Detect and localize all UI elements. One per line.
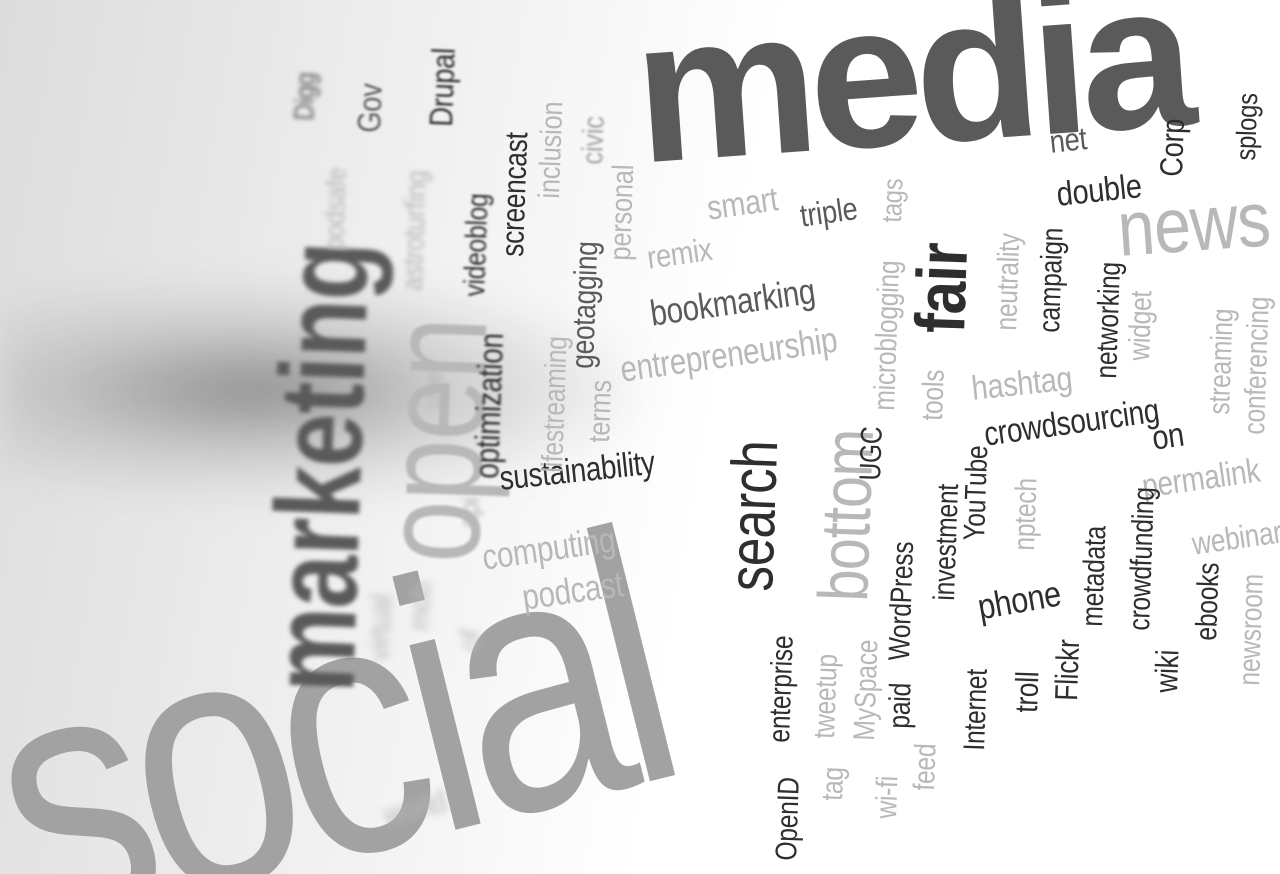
word-use: use: [416, 370, 449, 410]
word-search: search: [714, 439, 792, 593]
word-bookmarking: bookmarking: [647, 269, 818, 334]
word-gov: Gov: [351, 82, 389, 134]
word-neutrality: neutrality: [990, 232, 1027, 332]
word-on: on: [1149, 415, 1187, 458]
word-feed: feed: [908, 743, 943, 792]
word-widget: widget: [1123, 290, 1159, 362]
word-metadata: metadata: [1076, 525, 1113, 628]
word-media: media: [627, 0, 1194, 207]
word-screencast: screencast: [494, 131, 535, 258]
word-digg: Digg: [288, 71, 321, 122]
word-virtual: virtual: [363, 593, 399, 662]
word-openid: OpenID: [770, 776, 806, 862]
word-youtube: YouTube: [958, 445, 995, 542]
word-astroturfing: astroturfing: [396, 169, 434, 292]
word-smart: smart: [704, 180, 781, 228]
word-civic: civic: [576, 115, 611, 166]
word-fair: fair: [901, 241, 983, 335]
word-wifi: wi-fi: [870, 775, 905, 820]
word-personal: personal: [604, 164, 641, 262]
word-tag: tag: [816, 766, 851, 802]
word-conferencing: conferencing: [1238, 296, 1276, 436]
word-webinar: webinar: [1189, 513, 1280, 562]
word-lifestreaming: lifestreaming: [536, 335, 574, 474]
word-double: double: [1054, 167, 1144, 214]
word-net: net: [1047, 120, 1089, 160]
word-nptech: nptech: [1008, 477, 1044, 552]
word-hashtag: hashtag: [969, 359, 1075, 408]
word-inclusion: inclusion: [533, 101, 570, 200]
word-phone: phone: [974, 572, 1064, 628]
word-api: api: [453, 496, 486, 530]
word-wiki: wiki: [1148, 649, 1186, 694]
word-tweetup: tweetup: [808, 653, 844, 740]
word-enterprise: enterprise: [763, 635, 800, 744]
word-podsafe: podsafe: [318, 166, 352, 252]
word-paid: paid: [883, 682, 918, 730]
word-corp: Corp: [1153, 118, 1191, 178]
word-campaign: campaign: [1033, 227, 1070, 334]
word-entrepreneurship: entrepreneurship: [617, 318, 840, 390]
word-flickr: Flickr: [1048, 638, 1087, 702]
word-microblogging: microblogging: [868, 260, 907, 412]
word-wordpress: WordPress: [883, 541, 921, 662]
word-networking: networking: [1090, 261, 1128, 380]
word-ebooks: ebooks: [1190, 562, 1226, 642]
word-drupal: Drupal: [423, 47, 462, 128]
word-of: of: [453, 629, 487, 652]
word-optimization: optimization: [468, 332, 512, 480]
word-triple: triple: [797, 190, 860, 234]
word-newsroom: newsroom: [1233, 573, 1270, 687]
word-troll: troll: [1008, 670, 1046, 714]
word-streaming: streaming: [1203, 308, 1240, 416]
word-videoblog: videoblog: [458, 192, 495, 298]
word-internet: Internet: [958, 668, 994, 752]
word-ugc: UGC: [854, 426, 889, 482]
word-mob: mob: [403, 581, 438, 632]
word-crowdfunding: crowdfunding: [1123, 486, 1161, 632]
blur-shadow: [0, 280, 640, 500]
word-tools: tools: [916, 369, 951, 422]
word-tags: tags: [876, 177, 909, 224]
word-terms: terms: [583, 379, 619, 444]
word-remix: remix: [644, 230, 715, 276]
word-myspace: MySpace: [848, 639, 885, 742]
word-splogs: splogs: [1230, 92, 1264, 162]
